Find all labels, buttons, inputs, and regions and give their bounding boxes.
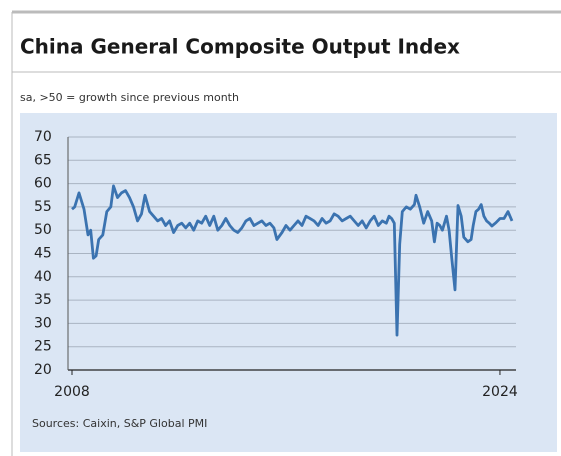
y-tick-label: 60: [34, 176, 52, 192]
chart-title: China General Composite Output Index: [20, 35, 460, 59]
y-tick-label: 55: [34, 199, 52, 215]
data-line: [71, 184, 514, 337]
y-tick-label: 30: [34, 315, 52, 331]
y-tick-label: 20: [34, 362, 52, 378]
x-tick-label: 2008: [54, 384, 90, 400]
y-tick-label: 50: [34, 222, 52, 238]
y-tick-label: 40: [34, 269, 52, 285]
plot-panel: [20, 113, 557, 452]
subtitle: sa, >50 = growth since previous month: [20, 91, 239, 104]
y-tick-label: 35: [34, 292, 52, 308]
y-tick-label: 45: [34, 246, 52, 262]
x-tick-label: 2024: [482, 384, 518, 400]
y-tick-label: 65: [34, 152, 52, 168]
y-tick-label: 25: [34, 339, 52, 355]
y-tick-label: 70: [34, 129, 52, 145]
source: Sources: Caixin, S&P Global PMI: [32, 417, 207, 430]
